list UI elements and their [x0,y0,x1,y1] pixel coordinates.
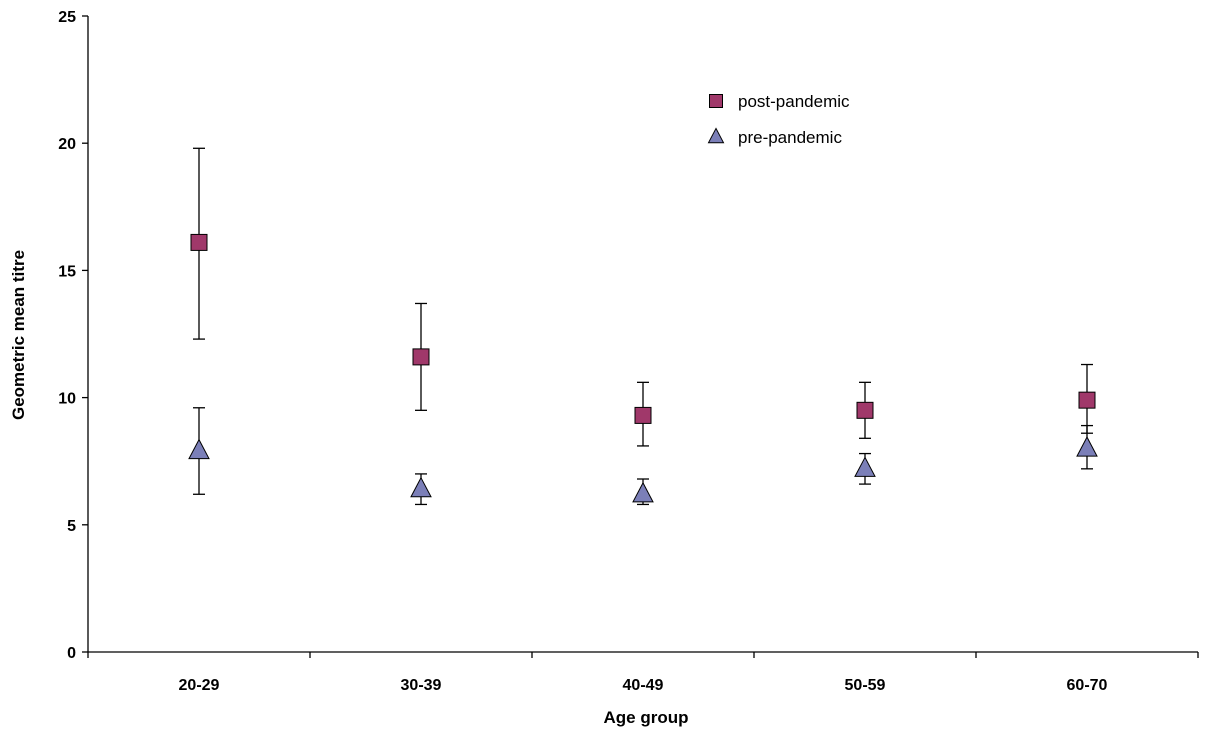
legend-label: post-pandemic [738,92,850,111]
data-point-triangle [188,438,210,460]
legend-entry: post-pandemic [709,92,850,111]
x-tick-label: 50-59 [845,677,886,694]
x-tick-label: 30-39 [401,677,442,694]
data-point-triangle [854,456,876,477]
x-tick-label: 20-29 [179,677,220,694]
legend-entry: pre-pandemic [707,127,842,147]
x-axis-title: Age group [604,708,689,727]
y-tick-label: 0 [67,645,76,662]
y-tick-label: 15 [58,263,76,280]
data-point-square [190,233,208,251]
legend: post-pandemic pre-pandemic [707,92,850,147]
y-tick-label: 25 [58,9,76,26]
y-tick-label: 20 [58,136,76,153]
data-markers [188,233,1098,503]
data-point-triangle [632,481,654,503]
y-tick-label: 5 [67,518,76,535]
axes: 0 5 10 15 20 25 20-29 30-39 40-49 50-59 60-70 [58,9,1199,694]
data-point-square [634,406,652,424]
legend-label: pre-pandemic [738,128,842,147]
legend-marker-square [709,94,723,108]
data-point-triangle [410,476,432,498]
data-point-square [412,348,430,366]
y-tick-label: 10 [58,391,76,408]
x-tick-label: 60-70 [1067,677,1108,694]
x-tick-label: 40-49 [623,677,664,694]
y-axis-title: Geometric mean titre [9,250,28,420]
data-point-triangle [1076,436,1098,457]
legend-marker-triangle [707,127,725,144]
data-point-square [856,401,874,419]
error-bars [193,147,1093,506]
data-point-square [1078,391,1096,409]
